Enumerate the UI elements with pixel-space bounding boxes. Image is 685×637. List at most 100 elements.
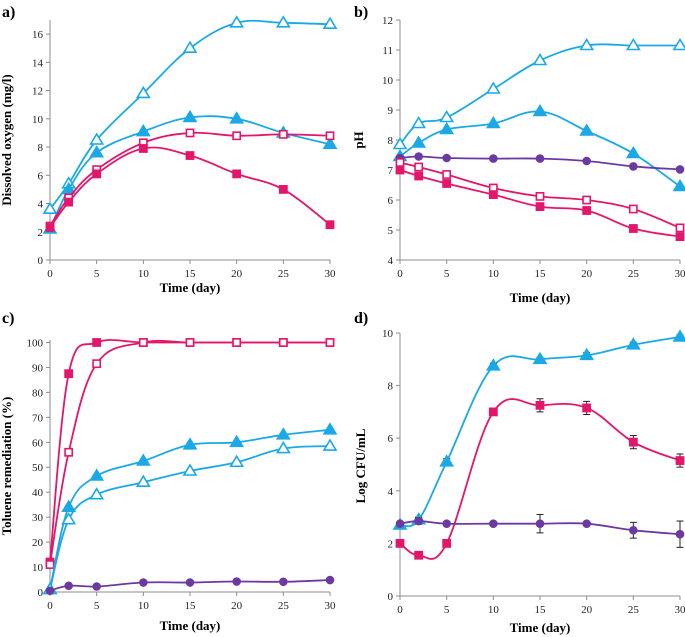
data-point-square: [92, 169, 102, 179]
data-point-triangle: [229, 111, 245, 124]
y-tick-label: 10: [32, 114, 44, 126]
x-tick-label: 15: [185, 600, 197, 612]
data-point-triangle: [89, 468, 105, 481]
y-tick-label: 30: [32, 512, 44, 524]
data-point-square: [325, 131, 335, 141]
x-tick-label: 10: [488, 268, 500, 280]
series-open-triangle: [392, 37, 685, 150]
data-point-square: [488, 407, 498, 417]
series-line: [399, 110, 681, 188]
series-filled-circle: [395, 152, 685, 174]
y-tick-label: 8: [388, 381, 394, 393]
data-point-square: [414, 162, 424, 172]
data-point-triangle: [322, 136, 338, 150]
y-tick-label: 0: [388, 591, 394, 603]
data-point-triangle: [61, 512, 77, 525]
data-point-square: [535, 202, 545, 211]
data-point-square: [442, 538, 452, 548]
data-point-circle: [489, 154, 498, 163]
x-tick-label: 5: [444, 268, 450, 280]
data-point-square: [232, 131, 242, 141]
data-point-triangle: [182, 463, 198, 476]
x-tick-label: 20: [231, 600, 243, 612]
data-point-square: [582, 206, 592, 215]
data-point-circle: [92, 582, 101, 591]
x-tick-label: 15: [185, 268, 197, 280]
data-point-circle: [535, 519, 545, 528]
data-point-circle: [45, 586, 55, 596]
data-point-circle: [675, 529, 685, 539]
y-tick-label: 90: [32, 362, 44, 374]
data-point-square: [675, 456, 685, 465]
y-tick-label: 60: [32, 437, 44, 449]
x-tick-label: 5: [444, 604, 450, 616]
x-tick-label: 30: [325, 600, 337, 612]
y-tick-label: 50: [32, 462, 44, 474]
series-filled-triangle: [392, 329, 685, 530]
x-tick-label: 0: [397, 604, 403, 616]
series-filled-triangle: [392, 103, 685, 192]
y-tick-label: 6: [38, 170, 44, 182]
data-point-triangle: [579, 347, 595, 361]
data-point-square: [675, 223, 685, 233]
x-tick-label: 30: [675, 268, 685, 280]
x-tick-label: 0: [47, 268, 53, 280]
data-point-square: [185, 151, 195, 160]
series-filled-square: [45, 338, 335, 567]
data-point-triangle: [411, 115, 427, 129]
data-point-triangle: [579, 123, 595, 136]
data-point-triangle: [42, 201, 58, 214]
data-point-circle: [185, 578, 195, 587]
y-tick-label: 6: [388, 433, 394, 445]
data-point-triangle: [322, 422, 338, 435]
panel-a: a) Dissolved oxygen (mg/l) Time (day) 0 2…: [0, 4, 338, 295]
data-point-square: [442, 179, 452, 188]
data-point-circle: [414, 152, 423, 161]
data-point-triangle: [89, 132, 105, 145]
y-tick-label: 6: [388, 195, 394, 207]
y-tick-label: 10: [32, 562, 44, 574]
data-point-square: [232, 169, 242, 179]
series-filled-square: [395, 165, 685, 241]
series-filled-triangle: [42, 422, 338, 595]
data-point-circle: [279, 577, 288, 587]
y-axis-title: pH: [351, 131, 366, 148]
y-tick-label: 4: [388, 255, 394, 267]
y-tick-label: 12: [32, 86, 43, 98]
data-point-triangle: [439, 454, 455, 467]
y-axis-title: Log CFU/mL: [353, 428, 368, 503]
data-point-circle: [675, 165, 685, 174]
panel-label: a): [2, 4, 15, 21]
data-point-triangle: [485, 115, 501, 129]
data-point-square: [92, 338, 102, 347]
y-tick-label: 20: [32, 537, 44, 549]
y-tick-label: 12: [382, 15, 393, 27]
series-filled-circle: [395, 513, 685, 548]
data-point-triangle: [275, 427, 291, 440]
data-point-circle: [414, 516, 423, 526]
data-point-square: [64, 197, 74, 207]
x-tick-label: 25: [628, 268, 640, 280]
x-tick-label: 25: [278, 600, 290, 612]
data-point-triangle: [61, 181, 77, 195]
data-point-triangle: [229, 454, 245, 468]
x-axis-title: Time (day): [510, 620, 571, 635]
data-point-square: [442, 170, 452, 179]
data-point-square: [45, 560, 55, 569]
x-tick-label: 10: [138, 600, 150, 612]
y-tick-label: 100: [27, 337, 44, 349]
data-point-square: [278, 129, 288, 139]
data-point-square: [64, 447, 74, 457]
data-point-triangle: [182, 437, 198, 450]
data-point-triangle: [135, 474, 151, 488]
data-point-square: [45, 223, 55, 232]
series-open-triangle: [42, 438, 338, 595]
data-point-circle: [325, 575, 335, 585]
data-point-square: [395, 165, 405, 175]
x-tick-label: 25: [628, 604, 640, 616]
data-point-circle: [395, 519, 405, 528]
data-point-circle: [582, 519, 591, 528]
data-point-square: [185, 128, 195, 138]
y-tick-label: 8: [388, 135, 394, 147]
series-filled-square: [45, 144, 335, 232]
